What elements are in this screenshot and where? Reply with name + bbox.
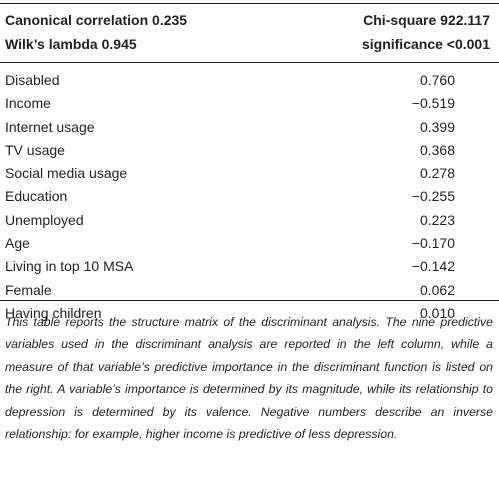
table-body: Disabled 0.760 Income −0.519 Internet usage 0… xyxy=(0,70,499,326)
variable-name: Internet usage xyxy=(5,118,95,135)
table-row: Education −0.255 xyxy=(0,186,499,209)
table-row: Income −0.519 xyxy=(0,93,499,116)
header-stat: Chi-square 922.117 xyxy=(363,12,490,28)
header-stat: Canonical correlation 0.235 xyxy=(5,12,188,28)
table-row: Living in top 10 MSA −0.142 xyxy=(0,256,499,279)
header-rule xyxy=(0,62,499,63)
bottom-rule xyxy=(0,300,499,301)
structure-coefficient: 0.010 xyxy=(419,304,455,321)
structure-coefficient: 0.062 xyxy=(419,281,455,298)
header-stat: significance <0.001 xyxy=(361,36,490,52)
variable-name: Having children xyxy=(5,304,102,321)
table-row: Disabled 0.760 xyxy=(0,70,499,93)
variable-name: Female xyxy=(5,281,52,298)
structure-coefficient: 0.223 xyxy=(419,211,455,228)
structure-coefficient: 0.760 xyxy=(419,72,455,88)
table-row: Social media usage 0.278 xyxy=(0,163,499,186)
structure-coefficient: 0.399 xyxy=(419,118,455,135)
variable-name: Age xyxy=(5,235,30,252)
footnote: This table reports the structure matrix … xyxy=(5,315,493,442)
structure-coefficient: −0.519 xyxy=(411,95,455,112)
variable-name: Education xyxy=(5,188,68,205)
structure-coefficient: −0.142 xyxy=(411,258,455,275)
table-row: TV usage 0.368 xyxy=(0,140,499,163)
header-stat: Wilk’s lambda 0.945 xyxy=(5,36,137,52)
variable-name: Unemployed xyxy=(5,211,84,228)
table-row: Age −0.170 xyxy=(0,233,499,256)
variable-name: Living in top 10 MSA xyxy=(5,258,134,275)
variable-name: Income xyxy=(5,95,51,112)
variable-name: TV usage xyxy=(5,141,65,158)
variable-name: Disabled xyxy=(5,72,60,88)
table-row: Having children 0.010 xyxy=(0,303,499,326)
structure-coefficient: 0.278 xyxy=(419,165,455,182)
variable-name: Social media usage xyxy=(5,165,128,182)
top-rule xyxy=(0,3,499,4)
structure-coefficient: −0.255 xyxy=(411,188,455,205)
table-row: Female 0.062 xyxy=(0,280,499,303)
table-row: Internet usage 0.399 xyxy=(0,117,499,140)
table-row: Unemployed 0.223 xyxy=(0,210,499,233)
structure-coefficient: −0.170 xyxy=(411,235,455,252)
structure-coefficient: 0.368 xyxy=(419,141,455,158)
